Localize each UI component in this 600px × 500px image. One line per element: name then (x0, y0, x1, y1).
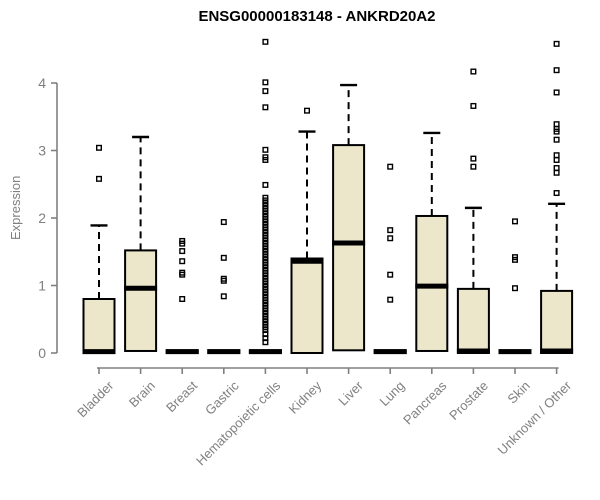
outlier-point-skin (512, 285, 519, 292)
outlier-point-hematopoietic-cells (262, 156, 269, 163)
outlier-point-unknown-other (553, 152, 560, 159)
outlier-point-hematopoietic-cells (262, 79, 269, 86)
box-pancreas (415, 214, 449, 352)
outlier-point-breast (179, 237, 186, 244)
outlier-point-hematopoietic-cells (262, 38, 269, 45)
outlier-point-unknown-other (553, 136, 560, 143)
y-tick-label: 4 (38, 75, 46, 91)
box-brain (124, 249, 158, 352)
outlier-point-gastric (220, 293, 227, 300)
outlier-point-unknown-other (553, 121, 560, 128)
outlier-point-lung (387, 235, 394, 242)
box-prostate (456, 287, 490, 354)
outlier-point-kidney (304, 107, 311, 114)
outlier-point-bladder (95, 144, 102, 151)
outlier-point-unknown-other (553, 165, 560, 172)
outlier-point-hematopoietic-cells (262, 104, 269, 111)
y-tick-label: 2 (38, 210, 46, 226)
outlier-point-gastric (220, 254, 227, 261)
outlier-point-hematopoietic-cells (262, 339, 269, 346)
outlier-point-bladder (95, 175, 102, 182)
outlier-point-hematopoietic-cells (262, 88, 269, 95)
box-liver (332, 144, 366, 352)
outlier-point-skin (512, 254, 519, 261)
outlier-point-breast (179, 258, 186, 265)
chart-title: ENSG00000183148 - ANKRD20A2 (198, 8, 436, 25)
outlier-point-skin (512, 218, 519, 225)
outlier-point-breast (179, 248, 186, 255)
box-unknown-other (540, 289, 574, 354)
y-tick-label: 1 (38, 278, 46, 294)
outlier-point-hematopoietic-cells (262, 181, 269, 188)
y-tick-label: 3 (38, 143, 46, 159)
y-tick-label: 0 (38, 345, 46, 361)
outlier-point-breast (179, 296, 186, 303)
outlier-point-prostate (470, 155, 477, 162)
outlier-point-unknown-other (553, 67, 560, 74)
box-kidney (290, 257, 324, 354)
outlier-point-gastric (220, 219, 227, 226)
outlier-point-lung (387, 296, 394, 303)
outlier-point-lung (387, 163, 394, 170)
outlier-point-breast (179, 269, 186, 276)
outlier-point-unknown-other (553, 156, 560, 163)
outlier-point-unknown-other (553, 40, 560, 47)
outlier-point-prostate (470, 102, 477, 109)
outlier-point-unknown-other (553, 169, 560, 176)
box-bladder (82, 298, 116, 354)
outlier-point-unknown-other (553, 190, 560, 197)
outlier-point-lung (387, 227, 394, 234)
outlier-point-unknown-other (553, 89, 560, 96)
outlier-point-gastric (220, 275, 227, 282)
outlier-point-prostate (470, 68, 477, 75)
outlier-point-prostate (470, 163, 477, 170)
outlier-point-hematopoietic-cells (262, 146, 269, 153)
outlier-point-lung (387, 271, 394, 278)
